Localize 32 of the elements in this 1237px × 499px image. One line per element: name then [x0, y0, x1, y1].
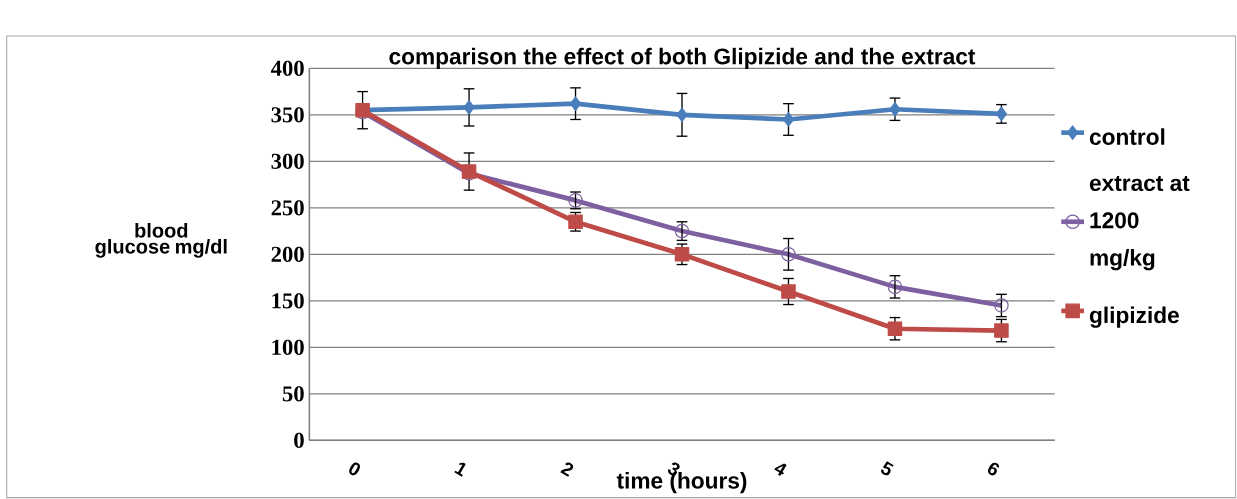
point — [781, 284, 796, 299]
y-tick-label: 250 — [271, 200, 304, 216]
legend-label: control — [1089, 128, 1165, 145]
point — [887, 279, 903, 295]
x-tick-label: 5 — [881, 461, 894, 476]
point — [994, 298, 1009, 313]
point — [889, 101, 901, 117]
x-tick-label: 0 — [349, 462, 360, 476]
point — [463, 100, 475, 115]
x-tick-label: 2 — [560, 462, 574, 477]
point — [676, 107, 688, 123]
y-tick-label: 150 — [272, 293, 304, 309]
legend-label: extract at 1200 mg/kg — [1089, 176, 1190, 271]
point — [994, 323, 1009, 338]
y-tick-label: 350 — [271, 107, 304, 123]
y-tick-label: 100 — [272, 339, 304, 355]
point — [782, 112, 795, 127]
chart-title: comparison the effect of both Glipizide and the extract — [389, 47, 976, 69]
y-tick-label: 200 — [271, 246, 304, 262]
point — [569, 96, 582, 111]
y-axis-title: blood glucose mg/dl — [95, 222, 227, 258]
y-tick-label: 0 — [294, 432, 304, 448]
point — [781, 247, 796, 262]
point — [887, 321, 903, 336]
legend-label: glipizide — [1089, 306, 1179, 328]
x-tick-label: 4 — [774, 463, 787, 477]
x-tick-label: 6 — [988, 462, 1000, 476]
x-tick-label: 1 — [454, 462, 466, 477]
y-tick-label: 400 — [270, 60, 304, 76]
point — [674, 247, 690, 262]
y-tick-label: 300 — [271, 153, 304, 169]
y-tick-label: 50 — [282, 386, 304, 402]
